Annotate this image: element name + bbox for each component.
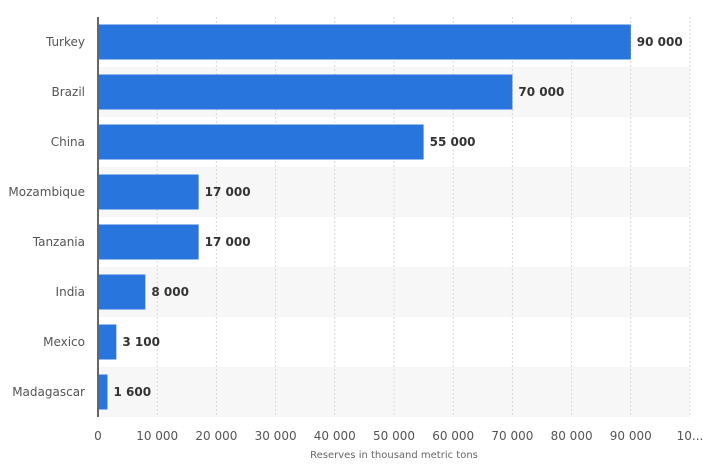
bar [98,74,513,110]
category-label: Brazil [52,85,86,99]
data-label: 70 000 [518,85,564,99]
data-label: 17 000 [205,185,251,199]
x-tick-label: 30 000 [255,429,297,443]
x-tick-label: 90 000 [610,429,652,443]
bar [98,24,631,60]
x-tick-label: 10 000 [136,429,178,443]
x-axis-title: Reserves in thousand metric tons [310,450,478,461]
x-tick-label: 10... [677,429,704,443]
row-band [98,267,690,317]
data-label: 17 000 [205,235,251,249]
x-tick-label: 40 000 [314,429,356,443]
bar [98,324,117,360]
x-tick-label: 50 000 [373,429,415,443]
data-label: 90 000 [637,35,683,49]
x-tick-label: 70 000 [491,429,533,443]
bar [98,224,199,260]
category-label: Turkey [45,35,85,49]
bar [98,124,424,160]
x-tick-label: 80 000 [551,429,593,443]
x-tick-label: 60 000 [432,429,474,443]
category-label: China [51,135,85,149]
data-label: 3 100 [122,335,160,349]
x-tick-label: 20 000 [195,429,237,443]
bar [98,274,146,310]
data-label: 8 000 [151,285,189,299]
category-label: Mozambique [8,185,85,199]
category-label: Mexico [43,335,85,349]
data-label: 55 000 [430,135,476,149]
category-label: India [56,285,85,299]
bar [98,174,199,210]
data-label: 1 600 [113,385,151,399]
x-tick-label: 0 [94,429,102,443]
row-band [98,367,690,417]
category-label: Madagascar [12,385,85,399]
category-label: Tanzania [32,235,85,249]
bar [98,374,108,410]
